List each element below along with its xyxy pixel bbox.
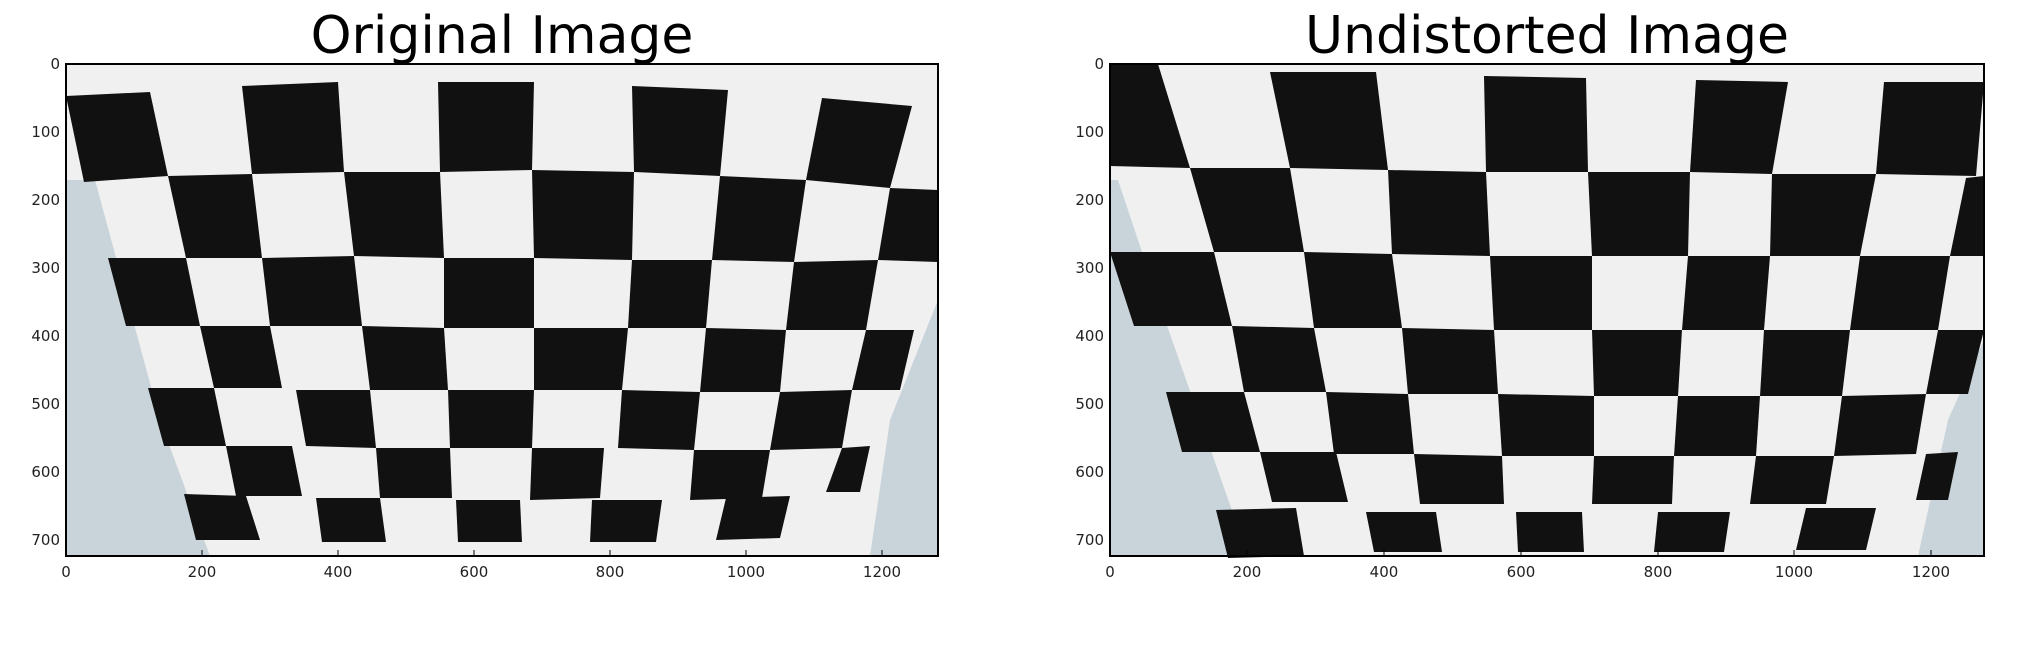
y-tick-label: 500	[1075, 395, 1104, 413]
x-tick-label: 400	[1370, 563, 1399, 581]
x-tick-label: 0	[1105, 563, 1115, 581]
y-tick-label: 700	[1075, 531, 1104, 549]
y-tick-label: 600	[31, 463, 60, 481]
y-axis-ticks-undistorted: 0 100 200 300 400 500 600 700	[1075, 55, 1104, 549]
y-tick-label: 600	[1075, 463, 1104, 481]
wall-right-region	[870, 300, 938, 556]
wall-left-region	[66, 180, 210, 556]
plot-frame-original	[65, 63, 939, 557]
original-image	[66, 64, 938, 556]
y-tick-label: 100	[31, 123, 60, 141]
x-tick-label: 1000	[727, 563, 765, 581]
y-tick-label: 400	[1075, 327, 1104, 345]
y-tick-label: 400	[31, 327, 60, 345]
checkerboard-squares	[1110, 64, 1984, 558]
plot-frame-undistorted	[1109, 63, 1985, 557]
y-tick-label: 0	[1094, 55, 1104, 73]
undistorted-image-panel: 0 200 400 600 800 1000 1200 0 100 200 30…	[1075, 55, 1985, 581]
x-tick-label: 1200	[863, 563, 901, 581]
checkerboard-squares	[66, 82, 938, 542]
panel-title-undistorted: Undistorted Image	[1305, 6, 1789, 66]
x-tick-label: 0	[61, 563, 71, 581]
x-tick-label: 400	[324, 563, 353, 581]
x-axis-ticks-original: 0 200 400 600 800 1000 1200	[61, 550, 901, 581]
x-tick-label: 600	[1507, 563, 1536, 581]
x-tick-label: 200	[188, 563, 217, 581]
x-tick-label: 1000	[1775, 563, 1813, 581]
x-tick-label: 800	[596, 563, 625, 581]
x-tick-label: 1200	[1912, 563, 1950, 581]
y-tick-label: 200	[1075, 191, 1104, 209]
y-tick-label: 500	[31, 395, 60, 413]
y-tick-label: 700	[31, 531, 60, 549]
y-tick-label: 300	[1075, 259, 1104, 277]
y-tick-label: 200	[31, 191, 60, 209]
y-tick-label: 300	[31, 259, 60, 277]
x-tick-label: 200	[1233, 563, 1262, 581]
panel-title-original: Original Image	[310, 6, 694, 66]
x-tick-label: 800	[1644, 563, 1673, 581]
x-axis-ticks-undistorted: 0 200 400 600 800 1000 1200	[1105, 550, 1950, 581]
original-image-panel: 0 200 400 600 800 1000 1200 0 100 200 30…	[31, 55, 939, 581]
y-tick-label: 0	[50, 55, 60, 73]
y-axis-ticks-original: 0 100 200 300 400 500 600 700	[31, 55, 60, 549]
y-tick-label: 100	[1075, 123, 1104, 141]
undistorted-image	[1110, 64, 1984, 558]
x-tick-label: 600	[460, 563, 489, 581]
